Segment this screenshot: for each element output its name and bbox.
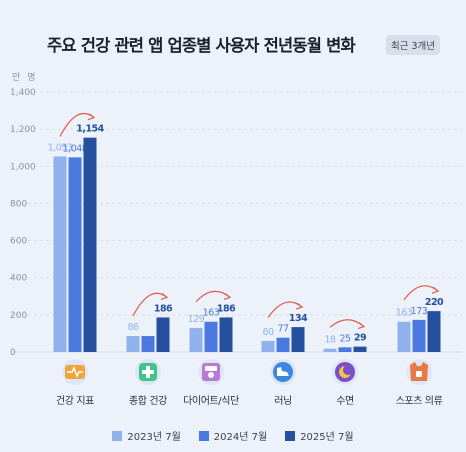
sports-vest-icon [410, 362, 428, 381]
y-axis-unit: 만 명 [12, 73, 38, 83]
category-label: 종합 건강 [129, 395, 167, 407]
bar [126, 336, 140, 352]
legend-label-2025: 2025년 7월 [300, 432, 354, 443]
growth-arrowhead [223, 292, 232, 301]
data-label: 163 [203, 308, 220, 319]
y-tick-label: 1,000 [10, 162, 36, 172]
bar [276, 337, 290, 352]
data-label: 29 [354, 333, 366, 344]
data-label: 163 [396, 308, 413, 319]
bar [261, 340, 275, 352]
bar [189, 328, 203, 352]
data-label: 86 [127, 322, 139, 333]
legend-label-2024: 2024년 7월 [213, 432, 268, 443]
data-label: 77 [277, 324, 289, 335]
legend-item-2025: 2025년 7월 [285, 428, 354, 443]
bar [204, 321, 218, 352]
growth-arrowhead [87, 113, 96, 121]
legend-item-2024: 2024년 7월 [198, 428, 268, 443]
y-tick-label: 1,200 [10, 125, 36, 135]
legend-item-2023: 2023년 7월 [112, 428, 181, 443]
data-label: 1,053 [48, 142, 73, 153]
bar [323, 348, 337, 352]
growth-arrowhead [295, 302, 304, 310]
legend-swatch-2023 [112, 430, 123, 441]
bar [397, 321, 411, 352]
heart-pulse-icon [65, 365, 85, 379]
bar [219, 317, 233, 352]
y-tick-label: 200 [10, 311, 27, 321]
category-label: 다이어트/식단 [183, 395, 239, 407]
chart-title: 주요 건강 관련 앱 업종별 사용자 전년동월 변화 [47, 36, 356, 55]
category-label: 건강 지표 [56, 395, 94, 407]
data-label: 186 [217, 303, 236, 314]
bar [412, 319, 426, 352]
bar [353, 346, 367, 352]
data-label: 186 [154, 303, 173, 314]
data-label: 18 [324, 335, 336, 346]
y-tick-label: 600 [10, 237, 27, 247]
data-label: 134 [289, 313, 308, 324]
bar [338, 347, 352, 352]
legend-label-2023: 2023년 7월 [127, 432, 181, 443]
growth-arrowhead [160, 292, 169, 301]
legend-swatch-2024 [198, 430, 209, 441]
growth-arrowhead [357, 322, 366, 330]
bar [53, 156, 67, 352]
data-label: 129 [188, 314, 205, 325]
y-tick-label: 1,400 [10, 88, 36, 98]
growth-arrow [195, 290, 231, 303]
category-label: 스포츠 의류 [396, 395, 443, 407]
legend-swatch-2025 [285, 430, 296, 441]
bar [427, 311, 441, 352]
moon-icon [335, 362, 355, 382]
data-label: 60 [262, 327, 274, 338]
category-label: 수면 [336, 395, 354, 407]
medical-cross-icon [139, 363, 157, 381]
period-badge: 최근 3개년 [386, 35, 441, 55]
data-label: 1,048 [63, 143, 88, 154]
bar [141, 336, 155, 352]
y-tick-label: 0 [10, 348, 16, 358]
bar [68, 157, 82, 352]
y-tick-label: 800 [10, 199, 27, 209]
legend: 2023년 7월 2024년 7월 2025년 7월 [0, 428, 466, 443]
growth-arrowhead [431, 286, 440, 294]
category-label: 러닝 [274, 395, 292, 407]
bar [83, 137, 97, 352]
data-label: 220 [425, 297, 444, 308]
data-label: 1,154 [76, 124, 104, 135]
bar [291, 327, 305, 352]
growth-arrow [329, 319, 365, 328]
data-label: 25 [339, 333, 351, 344]
data-label: 173 [411, 306, 428, 317]
bar [156, 317, 170, 352]
scale-icon [202, 363, 220, 381]
y-tick-label: 400 [10, 274, 27, 284]
running-shoe-icon [273, 362, 293, 382]
